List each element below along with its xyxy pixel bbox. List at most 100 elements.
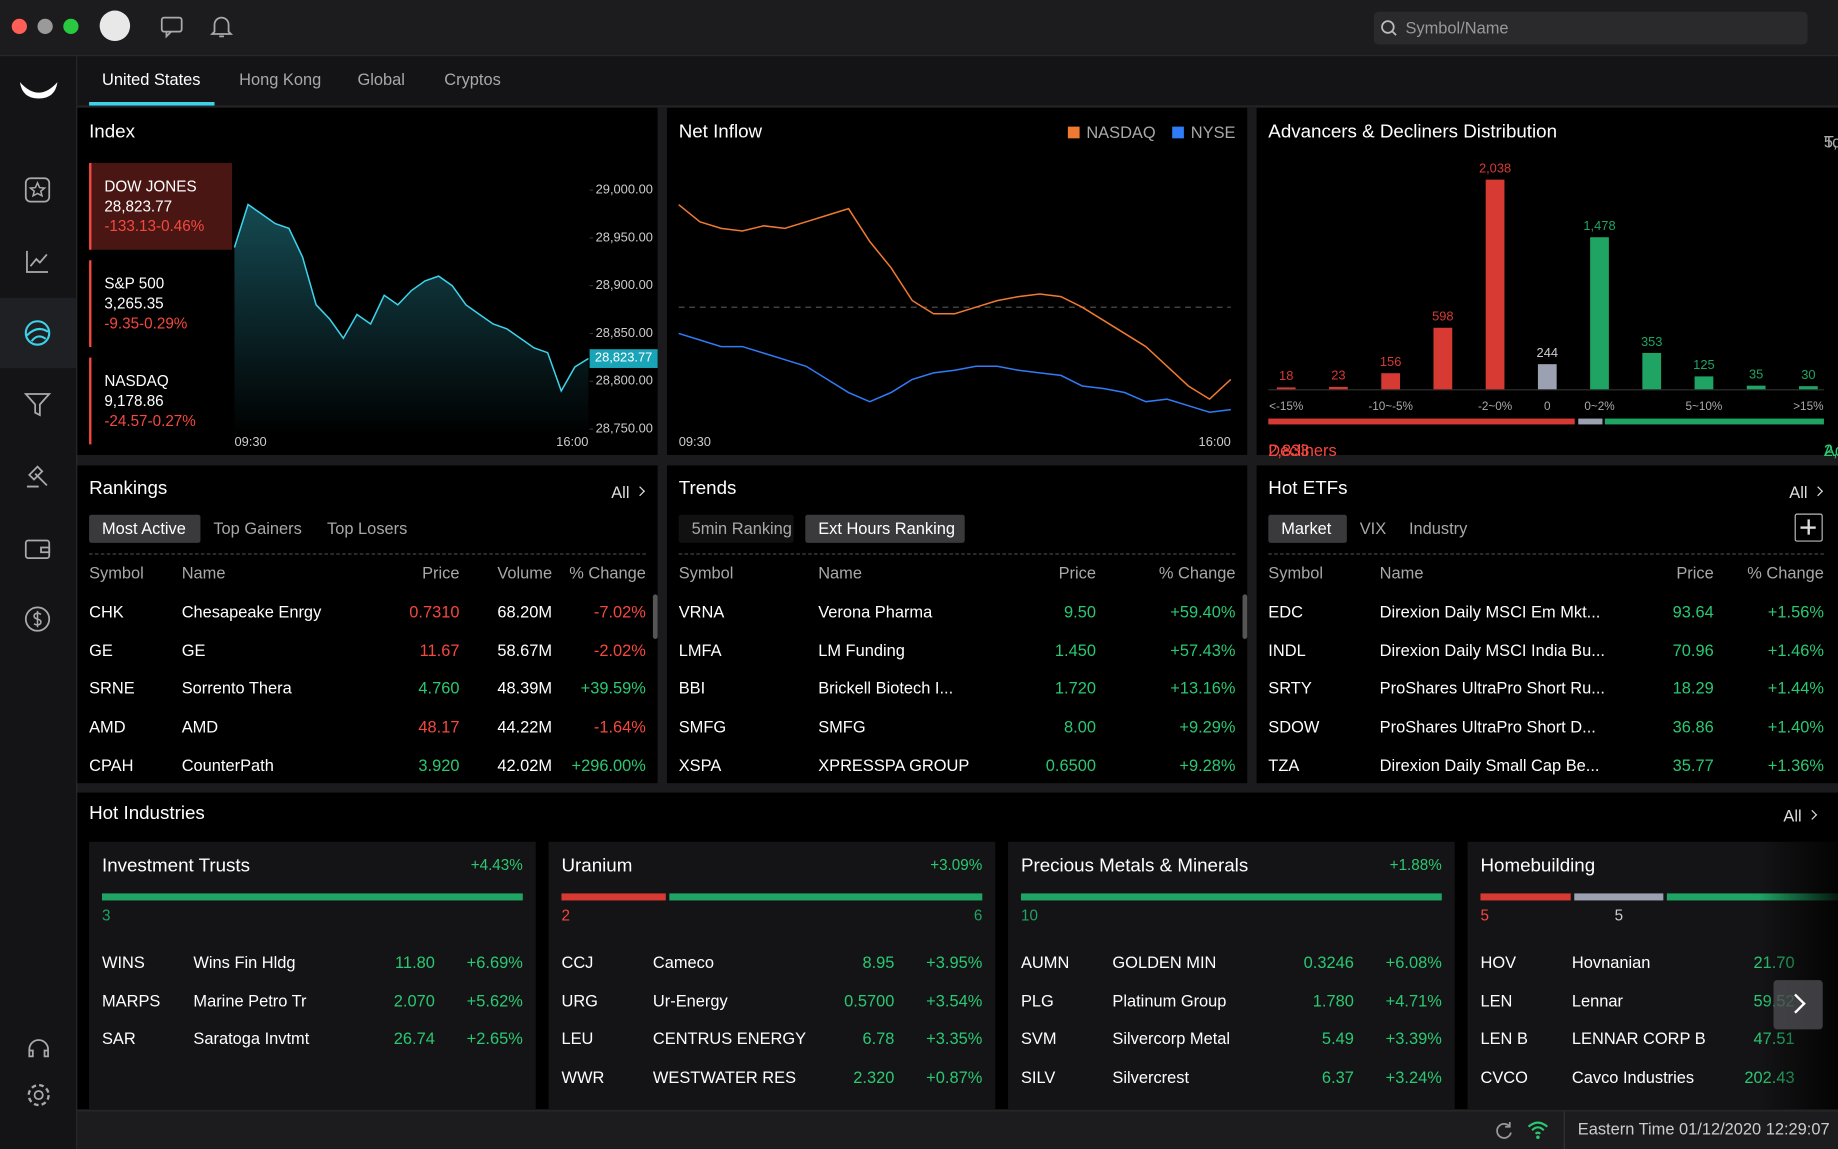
settings-icon[interactable] bbox=[25, 1081, 53, 1109]
table-cell: 11.67 bbox=[419, 640, 460, 660]
next-button[interactable] bbox=[1773, 980, 1823, 1030]
quote-price: 9,178.86 bbox=[104, 391, 164, 410]
scrollbar bbox=[652, 594, 658, 639]
table-cell: GE bbox=[181, 640, 206, 660]
change: +3.35% bbox=[926, 1029, 983, 1049]
messages-icon[interactable] bbox=[159, 14, 185, 40]
symbol: WINS bbox=[101, 952, 145, 972]
column-header: Price bbox=[1676, 563, 1714, 583]
quote-card[interactable] bbox=[89, 260, 232, 348]
subtab[interactable]: Most Active bbox=[101, 518, 186, 538]
table-cell: +57.43% bbox=[1170, 640, 1236, 660]
y-tick-label: 28,900.00 bbox=[596, 277, 653, 292]
tab[interactable]: Global bbox=[357, 69, 405, 89]
minimize-button[interactable] bbox=[37, 18, 53, 35]
price: 6.78 bbox=[862, 1029, 895, 1049]
price: 6.37 bbox=[1321, 1067, 1354, 1087]
chart-icon[interactable] bbox=[23, 247, 51, 275]
trade-icon[interactable] bbox=[23, 462, 51, 490]
up-segment bbox=[1020, 893, 1442, 901]
search-box[interactable] bbox=[1373, 11, 1808, 45]
status-bar bbox=[77, 1110, 1838, 1149]
industry-change: +1.88% bbox=[1389, 856, 1442, 874]
table-cell: +9.28% bbox=[1179, 755, 1236, 775]
stock-name: Platinum Group bbox=[1112, 991, 1227, 1010]
table-cell: LMFA bbox=[678, 640, 722, 660]
stock-name: Saratoga Invtmt bbox=[193, 1029, 310, 1049]
table-cell: 8.00 bbox=[1064, 717, 1096, 736]
legend-label: NASDAQ bbox=[1086, 122, 1156, 142]
watchlist-icon[interactable] bbox=[23, 176, 51, 204]
change: +3.95% bbox=[926, 952, 983, 972]
refresh-icon[interactable] bbox=[1493, 1120, 1514, 1141]
table-cell: +1.56% bbox=[1767, 602, 1824, 621]
panel-title: Hot Industries bbox=[89, 803, 205, 824]
panel-title: Rankings bbox=[89, 478, 168, 499]
subtab[interactable]: Top Losers bbox=[327, 518, 408, 538]
symbol: CCJ bbox=[561, 952, 594, 972]
bar bbox=[1329, 386, 1348, 390]
x-tick-label: -10~-5% bbox=[1368, 400, 1413, 413]
markets-icon[interactable] bbox=[22, 318, 52, 348]
subtab[interactable]: VIX bbox=[1359, 518, 1387, 538]
all-link[interactable]: All bbox=[1783, 806, 1802, 825]
industry-card[interactable] bbox=[548, 841, 996, 1110]
subtab[interactable]: Market bbox=[1281, 518, 1332, 538]
up-segment bbox=[669, 893, 983, 901]
subtab[interactable]: Industry bbox=[1408, 518, 1468, 538]
price: 0.3246 bbox=[1303, 952, 1354, 972]
bar bbox=[1537, 364, 1557, 390]
column-header: Price bbox=[1058, 563, 1096, 583]
bar bbox=[1276, 387, 1296, 390]
screener-icon[interactable] bbox=[23, 390, 52, 418]
industry-change: +3.09% bbox=[930, 856, 983, 874]
support-icon[interactable] bbox=[25, 1036, 53, 1064]
status-time: Eastern Time 01/12/2020 12:29:07 bbox=[1577, 1119, 1830, 1138]
table-cell: 35.77 bbox=[1672, 755, 1714, 775]
table-cell: Brickell Biotech I... bbox=[818, 678, 954, 698]
all-link[interactable]: All bbox=[611, 482, 630, 502]
table-cell: SMFG bbox=[818, 717, 866, 736]
subtab[interactable]: Top Gainers bbox=[213, 518, 302, 538]
symbol: MARPS bbox=[101, 991, 161, 1010]
tab[interactable]: Cryptos bbox=[444, 69, 501, 89]
price-tag bbox=[589, 349, 658, 368]
table-cell: -7.02% bbox=[593, 602, 646, 621]
x-tick-label: 0 bbox=[1544, 400, 1551, 413]
add-button[interactable] bbox=[1794, 513, 1823, 542]
subtab[interactable]: 5min Ranking bbox=[691, 518, 792, 538]
industry-change: +4.43% bbox=[470, 856, 523, 874]
subtab-active-bg bbox=[805, 514, 965, 543]
table-cell: GE bbox=[89, 640, 113, 660]
table-cell: 58.67M bbox=[497, 640, 553, 660]
bar-value-label: 244 bbox=[1537, 345, 1558, 360]
funds-icon[interactable] bbox=[23, 605, 51, 633]
subtab[interactable]: Ext Hours Ranking bbox=[818, 518, 956, 538]
quote-card[interactable] bbox=[89, 162, 233, 250]
net-inflow-panel bbox=[666, 107, 1248, 455]
legend-swatch bbox=[1172, 126, 1184, 139]
all-link[interactable]: All bbox=[1789, 482, 1808, 502]
zoom-button[interactable] bbox=[63, 18, 79, 35]
tab[interactable]: Hong Kong bbox=[239, 69, 322, 89]
table-cell: LM Funding bbox=[818, 640, 905, 660]
table-cell: XPRESSPA GROUP bbox=[818, 755, 970, 775]
price: 1.780 bbox=[1312, 991, 1354, 1010]
close-button[interactable] bbox=[11, 18, 27, 35]
y-tick-label: 28,800.00 bbox=[596, 373, 653, 388]
quote-card[interactable] bbox=[89, 357, 232, 445]
industry-card[interactable] bbox=[89, 841, 536, 1110]
flat-count: 5 bbox=[1614, 906, 1624, 925]
bar-value-label: 35 bbox=[1749, 367, 1763, 382]
table-cell: Direxion Daily Small Cap Be... bbox=[1379, 755, 1600, 775]
price: 11.80 bbox=[395, 952, 435, 972]
industry-card[interactable] bbox=[1008, 841, 1455, 1110]
wallet-icon[interactable] bbox=[23, 535, 51, 563]
tab[interactable]: United States bbox=[101, 69, 201, 89]
avatar[interactable] bbox=[99, 10, 131, 42]
decliners-count: 2,833 bbox=[1268, 440, 1310, 460]
table-cell: ProShares UltraPro Short D... bbox=[1379, 717, 1596, 736]
notifications-icon[interactable] bbox=[209, 13, 235, 41]
stock-name: Silvercorp Metal bbox=[1112, 1029, 1231, 1049]
price: 0.5700 bbox=[844, 991, 895, 1010]
